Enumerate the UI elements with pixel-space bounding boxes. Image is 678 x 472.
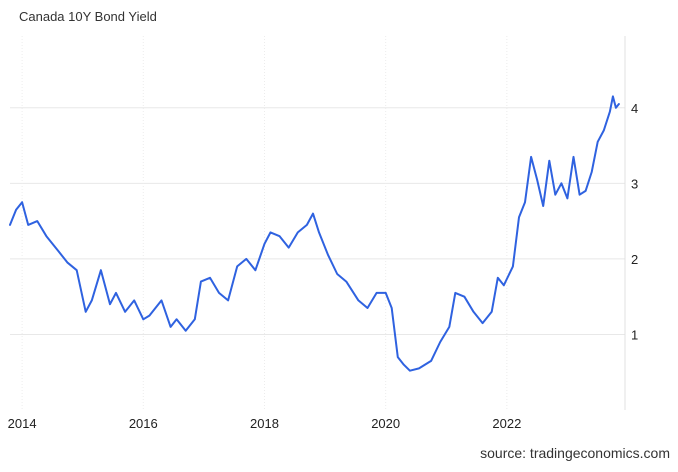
y-tick-label: 2 [631, 252, 638, 267]
grid-lines [10, 36, 626, 410]
x-axis-ticks: 2014 2016 2018 2020 2022 [8, 416, 522, 431]
y-tick-label: 4 [631, 101, 638, 116]
x-tick-label: 2018 [250, 416, 279, 431]
x-tick-label: 2022 [492, 416, 521, 431]
y-tick-label: 3 [631, 176, 638, 191]
x-tick-label: 2020 [371, 416, 400, 431]
x-tick-label: 2016 [129, 416, 158, 431]
y-tick-label: 1 [631, 327, 638, 342]
x-tick-label: 2014 [8, 416, 37, 431]
y-axis-ticks: 1 2 3 4 [631, 101, 638, 343]
yield-line [9, 95, 620, 372]
chart-title: Canada 10Y Bond Yield [19, 9, 157, 24]
source-label: source: tradingeconomics.com [480, 445, 670, 461]
